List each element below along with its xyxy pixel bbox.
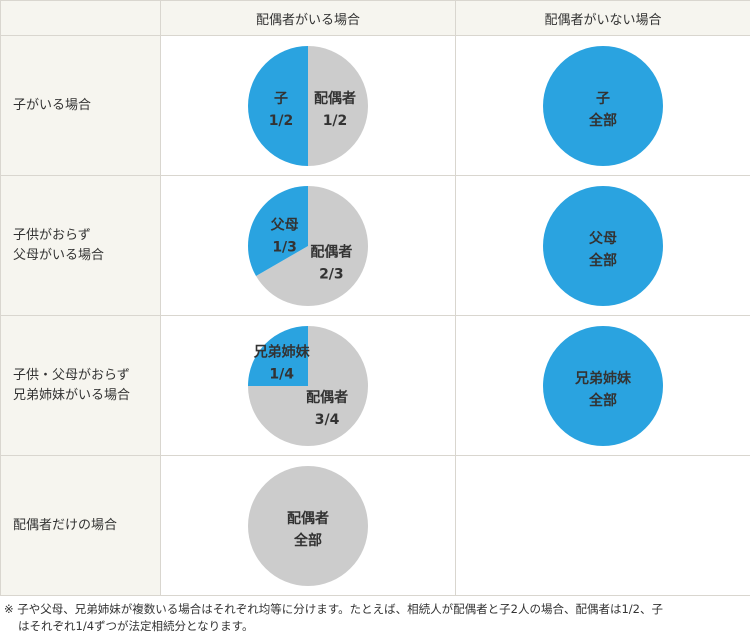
pie-chart-siblings-only: 兄弟姉妹 全部 [542, 325, 664, 447]
pie-svg: 配偶者 1/2 子 1/2 [248, 45, 368, 166]
pie-label-spouse: 配偶者 [287, 510, 329, 527]
cell-spouse-only-with-spouse: 配偶者 全部 [160, 455, 456, 596]
pie-label-heir: 父母 [270, 217, 299, 233]
row-label-line: 子がいる場合 [13, 97, 92, 113]
pie-chart-parents-spouse: 配偶者 2/3 父母 1/3 [247, 185, 369, 307]
row-label-line: 兄弟姉妹がいる場合 [13, 387, 131, 403]
pie-label-spouse: 配偶者 [314, 90, 356, 107]
cell-child-no-spouse: 子全部 [455, 35, 750, 176]
pie-chart-siblings-spouse: 配偶者 3/4 兄弟姉妹 1/4 [247, 325, 369, 447]
pie-svg: 配偶者 3/4 兄弟姉妹 1/4 [248, 325, 368, 446]
header-with-spouse: 配偶者がいる場合 [160, 0, 456, 36]
header-corner [0, 0, 161, 36]
pie-share-spouse: 全部 [293, 532, 322, 549]
pie-share-heir: 1/2 [269, 113, 294, 129]
footnote: ※ 子や父母、兄弟姉妹が複数いる場合はそれぞれ均等に分けます。たとえば、相続人が… [4, 601, 744, 635]
row-label-line: 配偶者だけの場合 [13, 517, 118, 533]
pie-label-spouse: 配偶者 [310, 243, 352, 260]
cell-spouse-only-empty [455, 455, 750, 596]
inheritance-share-table: 配偶者がいる場合 配偶者がいない場合 子がいる場合 配偶者 1/2 子 1/2 子全部… [0, 0, 750, 596]
pie-slice-spouse [248, 465, 368, 586]
cell-parents-with-spouse: 配偶者 2/3 父母 1/3 [160, 175, 456, 316]
row-spouse-only: 配偶者だけの場合 配偶者全部 [0, 455, 750, 596]
row-label-spouse-only: 配偶者だけの場合 [0, 455, 161, 596]
row-child: 子がいる場合 配偶者 1/2 子 1/2 子全部 [0, 35, 750, 176]
pie-label-heir: 父母 [588, 231, 617, 247]
pie-label-heir: 兄弟姉妹 [253, 343, 311, 360]
header-row: 配偶者がいる場合 配偶者がいない場合 [0, 0, 750, 36]
pie-chart-spouse-only: 配偶者 全部 [247, 465, 369, 587]
pie-share-spouse: 1/2 [323, 113, 348, 129]
row-label-child: 子がいる場合 [0, 35, 161, 176]
row-label-line: 子供がおらず [13, 227, 91, 243]
row-siblings: 子供・父母がおらず 兄弟姉妹がいる場合 配偶者 3/4 兄弟姉妹 1/4 兄弟姉妹全部 [0, 315, 750, 456]
row-parents: 子供がおらず 父母がいる場合 配偶者 2/3 父母 1/3 父母全部 [0, 175, 750, 316]
pie-slice-heir [543, 325, 663, 446]
pie-share-spouse: 3/4 [315, 412, 340, 428]
row-label-siblings: 子供・父母がおらず 兄弟姉妹がいる場合 [0, 315, 161, 456]
pie-slice-heir [543, 45, 663, 166]
pie-chart-child-only: 子全部 [542, 45, 664, 167]
pie-label-spouse: 配偶者 [306, 389, 348, 406]
pie-share-heir: 全部 [588, 112, 617, 129]
pie-label-heir: 兄弟姉妹 [574, 370, 632, 387]
pie-svg: 配偶者 2/3 父母 1/3 [247, 185, 368, 306]
pie-slice-spouse [308, 45, 368, 166]
pie-share-heir: 1/4 [269, 366, 294, 382]
pie-share-heir: 全部 [588, 392, 617, 409]
pie-chart-parents-only: 父母 全部 [542, 185, 664, 307]
pie-label-heir: 子 [274, 91, 288, 107]
pie-share-heir: 全部 [588, 252, 617, 269]
pie-slice-heir [248, 325, 308, 386]
pie-share-heir: 1/3 [272, 239, 297, 255]
cell-siblings-no-spouse: 兄弟姉妹 全部 [455, 315, 750, 456]
footnote-line-2: はそれぞれ1/4ずつが法定相続分となります。 [18, 619, 254, 633]
pie-svg: 子全部 [543, 45, 663, 166]
footnote-mark: ※ [4, 602, 14, 616]
pie-slice-heir [543, 185, 663, 306]
row-label-parents: 子供がおらず 父母がいる場合 [0, 175, 161, 316]
pie-slice-heir [247, 185, 308, 276]
cell-child-with-spouse: 配偶者 1/2 子 1/2 [160, 35, 456, 176]
pie-share-spouse: 2/3 [319, 266, 344, 282]
header-without-spouse: 配偶者がいない場合 [455, 0, 750, 36]
cell-siblings-with-spouse: 配偶者 3/4 兄弟姉妹 1/4 [160, 315, 456, 456]
cell-parents-no-spouse: 父母 全部 [455, 175, 750, 316]
row-label-line: 子供・父母がおらず [13, 367, 130, 383]
pie-slice-heir [248, 45, 308, 166]
pie-label-heir: 子 [596, 91, 610, 107]
footnote-line-1: 子や父母、兄弟姉妹が複数いる場合はそれぞれ均等に分けます。たとえば、相続人が配偶… [17, 602, 663, 616]
row-label-line: 父母がいる場合 [13, 247, 105, 263]
pie-slice-spouse [256, 185, 368, 306]
pie-chart-child-spouse: 配偶者 1/2 子 1/2 [247, 45, 369, 167]
